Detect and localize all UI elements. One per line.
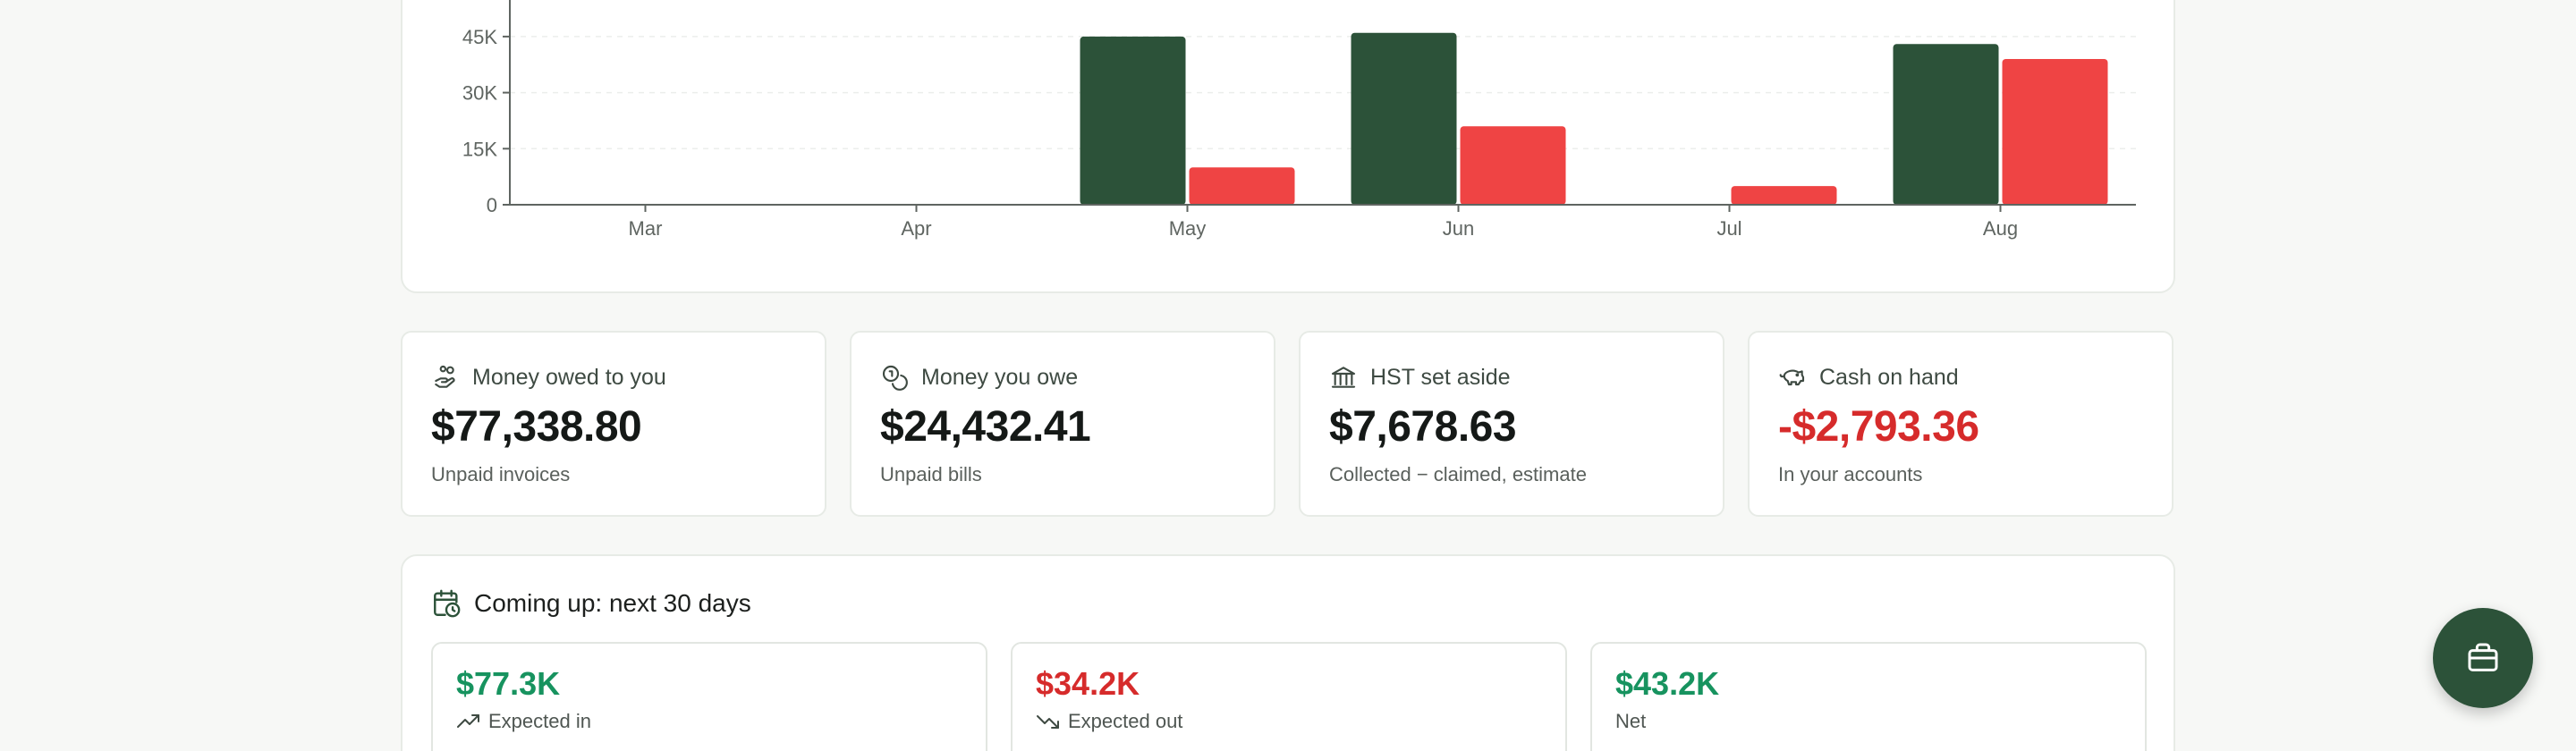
x-tick-label: Apr (901, 217, 931, 240)
stat-card-money-owed-to-you[interactable]: Money owed to you $77,338.80 Unpaid invo… (401, 331, 826, 517)
stat-subtitle: Collected − claimed, estimate (1329, 463, 1587, 485)
calendar-clock-icon (434, 589, 461, 618)
expected-out-card[interactable]: $34.2K Expected out (1011, 642, 1567, 751)
net-card[interactable]: $43.2K Net (1590, 642, 2147, 751)
bar-chart: 0 15K 30K 45K Mar Apr May Jun Jul Aug (462, 0, 2136, 240)
piggy-bank-icon (1779, 369, 1805, 386)
bar (1080, 36, 1186, 206)
y-tick-label: 30K (462, 82, 497, 105)
stat-value: $77,338.80 (431, 403, 642, 451)
stat-header: Money you owe (880, 363, 1078, 392)
bar (1893, 44, 1999, 205)
expected-in-value: $77.3K (456, 665, 561, 702)
stat-card-money-you-owe[interactable]: Money you owe $24,432.41 Unpaid bills (850, 331, 1275, 517)
stat-subtitle: Unpaid bills (880, 463, 982, 485)
coins-icon (882, 365, 908, 391)
stat-header: Cash on hand (1778, 363, 1959, 392)
x-tick-label: May (1169, 217, 1207, 240)
stat-title: Money owed to you (472, 364, 666, 390)
briefcase-icon (2468, 643, 2498, 671)
stat-header: HST set aside (1329, 363, 1511, 392)
bar (1460, 126, 1566, 205)
expected-in-label: Expected in (456, 710, 591, 733)
x-tick-label: Aug (1983, 217, 2018, 240)
expected-in-card[interactable]: $77.3K Expected in (431, 642, 987, 751)
bar (1189, 167, 1295, 205)
stats-row: Money owed to you $77,338.80 Unpaid invo… (401, 331, 2175, 517)
stat-value: -$2,793.36 (1778, 403, 1979, 451)
stat-value: $24,432.41 (880, 403, 1091, 451)
trending-up-icon (457, 714, 479, 728)
stat-subtitle: In your accounts (1778, 463, 1923, 485)
stat-header: Money owed to you (431, 363, 666, 392)
net-text: Net (1615, 710, 1647, 732)
stat-value: $7,678.63 (1329, 403, 1517, 451)
expected-out-label: Expected out (1036, 710, 1182, 733)
stat-title: Money you owe (921, 364, 1079, 390)
bar (1351, 32, 1457, 205)
net-value: $43.2K (1615, 665, 1720, 702)
y-tick-label: 45K (462, 26, 497, 48)
expected-out-text: Expected out (1068, 710, 1183, 732)
y-tick-label: 15K (462, 138, 497, 160)
stat-subtitle: Unpaid invoices (431, 463, 571, 485)
stat-title: Cash on hand (1819, 364, 1959, 390)
coming-up-card: Coming up: next 30 days $77.3K Expected … (401, 554, 2175, 751)
hand-coins-icon (435, 365, 455, 388)
briefcase-fab-button[interactable] (2433, 608, 2533, 708)
stat-title: HST set aside (1370, 364, 1511, 390)
y-tick-label: 0 (487, 194, 497, 216)
bank-icon (1331, 367, 1356, 388)
coming-up-title: Coming up: next 30 days (474, 589, 751, 617)
trending-down-icon (1037, 715, 1059, 729)
x-tick-label: Jun (1443, 217, 1474, 240)
x-tick-label: Jul (1716, 217, 1741, 240)
expected-in-text: Expected in (488, 710, 591, 732)
bar (1731, 186, 1837, 205)
x-tick-label: Mar (629, 217, 663, 240)
stat-card-cash-on-hand[interactable]: Cash on hand -$2,793.36 In your accounts (1748, 331, 2174, 517)
coming-up-header: Coming up: next 30 days (431, 588, 751, 619)
expected-out-value: $34.2K (1036, 665, 1140, 702)
stat-card-hst-set-aside[interactable]: HST set aside $7,678.63 Collected − clai… (1299, 331, 1724, 517)
bar (2002, 58, 2108, 205)
income-expense-chart-card: 0 15K 30K 45K Mar Apr May Jun Jul Aug (401, 0, 2175, 293)
net-label: Net (1615, 710, 1646, 733)
